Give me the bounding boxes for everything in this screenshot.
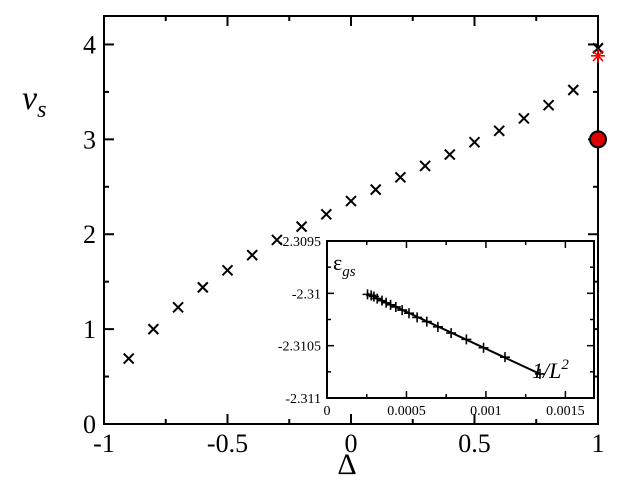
inset-x-tick-label: 0.0005 [387,404,426,419]
inset-data-point [381,297,392,308]
data-point-x [419,160,431,172]
y-axis-label-main: v [22,80,38,117]
inset-data-point [385,299,396,310]
data-point-x [518,112,530,125]
inset-x-tick-label: 0.0015 [546,404,585,419]
inset-data-marks [362,289,545,379]
inset-data-point [432,321,443,332]
data-point-x [271,234,283,246]
main-data-marks [122,42,607,365]
inset-y-axis-label: εgs [333,250,356,280]
inset-data-point [390,301,401,312]
inset-x-tick-label: 0 [324,404,331,419]
inset-data-point [446,328,457,339]
data-point-x [394,171,407,184]
data-point-x [468,136,481,148]
inset-y-axis-label-subscript: gs [342,264,356,280]
data-point-x [369,183,382,196]
inset-axis-ticks: 0 0.0005 0.001 0.0015 -2.3095 -2.31 -2.3105 -2.… [278,235,594,419]
inset-data-point [478,342,489,353]
data-point-x [221,264,234,276]
data-point-asterisk [591,48,605,63]
y-axis-label: vs [22,80,46,123]
data-point-x [147,323,160,335]
data-point-x [567,84,580,96]
inset-data-point [500,352,510,363]
y-tick-label: 4 [83,30,96,59]
inset-data-point [397,305,408,316]
inset-y-axis-label-main: ε [333,250,342,275]
inset-plot-area [326,240,595,399]
y-tick-label: 2 [83,220,96,249]
data-point-x [542,99,555,111]
inset-data-point [372,293,383,304]
inset-y-tick-label: -2.31 [292,287,321,302]
data-point-x [493,125,505,137]
inset-y-tick-label: -2.311 [285,392,321,407]
inset-y-tick-label: -2.3095 [278,235,321,250]
inset-x-axis-label-main: 1/L [532,358,561,383]
main-axis-ticks: -1 -0.5 0 0.5 1 0 1 2 3 4 [83,16,605,458]
y-axis-label-subscript: s [37,97,46,123]
inset-data-point [461,334,472,345]
inset-data-point [404,308,415,319]
inset-data-point [421,316,432,327]
inset-x-axis-label-superscript: 2 [561,357,569,373]
y-tick-label: 1 [83,315,96,344]
x-tick-label: -0.5 [207,429,248,458]
data-point-x [122,352,135,365]
inset-y-tick-label: -2.3105 [278,340,321,355]
x-tick-label: 0.5 [458,429,491,458]
inset-data-point [412,312,423,323]
x-tick-label: 1 [592,429,605,458]
y-tick-label: 3 [83,125,96,154]
inset-x-axis-label: 1/L2 [532,357,569,383]
inset-x-tick-label: 0.001 [470,404,502,419]
data-point-circle [589,130,607,149]
data-point-x [172,301,184,314]
data-point-x [246,249,258,261]
data-point-x [345,195,357,207]
x-axis-label: Δ [337,448,356,481]
data-point-x [320,208,333,221]
x-tick-label: -1 [93,429,115,458]
data-point-x [295,220,308,233]
y-tick-label: 0 [83,410,96,439]
x-tick-label: 0 [345,429,358,458]
data-point-x [197,281,209,294]
inset-data-point [534,368,545,379]
data-point-x [444,148,456,161]
